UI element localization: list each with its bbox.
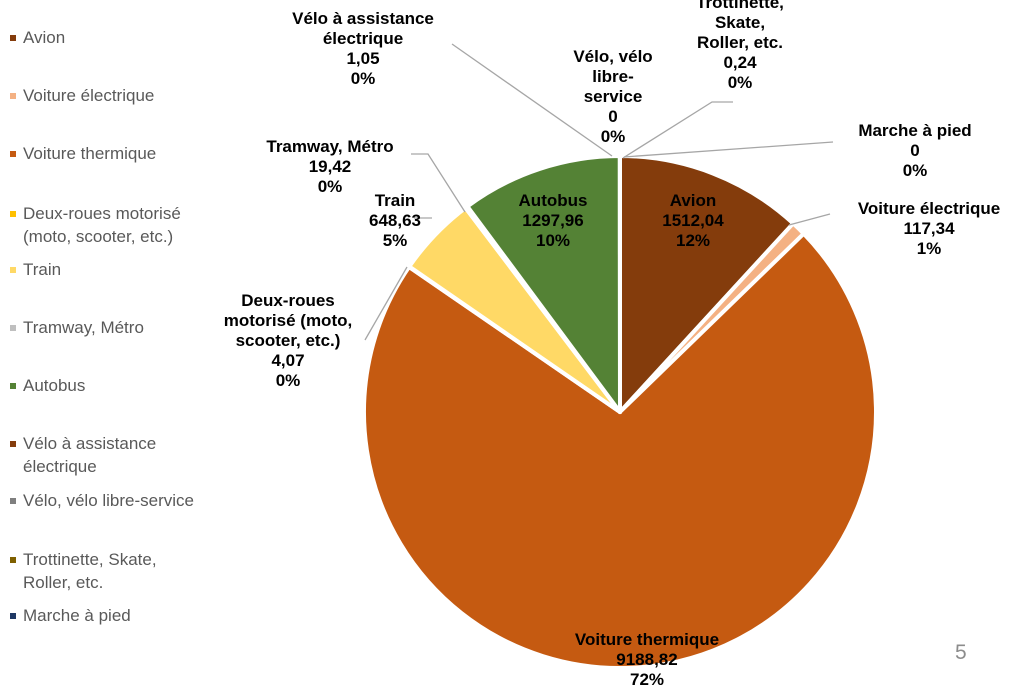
data-label-velo-a-assistance-electrique: Vélo à assistance électrique 1,05 0%	[292, 9, 434, 88]
legend-label: Tramway, Métro	[23, 318, 144, 337]
leader-line-deux-roues	[364, 266, 408, 341]
legend-swatch	[10, 498, 16, 504]
legend-item-deux-roues-motorise-moto-scooter-etc: Deux-roues motorisé (moto, scooter, etc.)	[8, 202, 248, 248]
legend-item-marche-a-pied: Marche à pied	[8, 604, 248, 627]
legend-label: Trottinette, Skate,	[23, 550, 157, 569]
legend-label: Vélo à assistance	[23, 434, 157, 453]
legend-label: Train	[23, 260, 62, 279]
legend-label: Roller, etc.	[23, 573, 104, 592]
legend-label: (moto, scooter, etc.)	[23, 227, 174, 246]
leader-line-velo-assistance	[451, 43, 613, 157]
legend-item-avion: Avion	[8, 26, 248, 49]
legend-swatch	[10, 613, 16, 619]
legend-label: Avion	[23, 28, 66, 47]
legend-swatch	[10, 35, 16, 41]
legend-item-velo-a-assistance-electrique: Vélo à assistance électrique	[8, 432, 248, 478]
legend-item-voiture-electrique: Voiture électrique	[8, 84, 248, 107]
data-label-trottinette-skate-roller-etc: Trottinette, Skate, Roller, etc. 0,24 0%	[696, 0, 784, 92]
legend-label: Autobus	[23, 376, 86, 395]
data-label-velo-velo-libre-service: Vélo, vélo libre-service 0 0%	[573, 47, 652, 146]
data-label-voiture-electrique: Voiture électrique 117,34 1%	[858, 199, 1000, 258]
legend-swatch	[10, 325, 16, 331]
pie-slices	[362, 153, 878, 670]
legend-item-trottinette-skate-roller-etc: Trottinette, Skate, Roller, etc.	[8, 548, 248, 594]
leader-line-trottinette	[622, 101, 733, 159]
slice-labels: Avion 1512,04 12% Voiture électrique 117,34 1…	[224, 0, 1000, 689]
legend-item-voiture-thermique: Voiture thermique	[8, 142, 248, 165]
legend-item-tramway-metro: Tramway, Métro	[8, 316, 248, 339]
legend-swatch	[10, 267, 16, 273]
legend-label: Deux-roues motorisé	[23, 204, 181, 223]
data-label-tramway-metro: Tramway, Métro 19,42 0%	[266, 137, 393, 196]
pie-slice-autobus	[465, 154, 622, 414]
legend-swatch	[10, 557, 16, 563]
data-label-train: Train 648,63 5%	[369, 191, 421, 250]
data-label-avion: Avion 1512,04 12%	[662, 191, 724, 250]
data-label-voiture-thermique: Voiture thermique 9188,82 72%	[575, 630, 719, 689]
legend-label: électrique	[23, 457, 97, 476]
legend-item-velo-velo-libre-service: Vélo, vélo libre-service	[8, 489, 248, 512]
legend-swatch	[10, 441, 16, 447]
page-number: 5	[955, 641, 967, 664]
legend-label: Marche à pied	[23, 606, 131, 625]
legend-swatch	[10, 151, 16, 157]
legend-swatch	[10, 93, 16, 99]
legend-swatch	[10, 383, 16, 389]
leader-lines	[364, 43, 834, 341]
data-label-autobus: Autobus 1297,96 10%	[519, 191, 588, 250]
leader-line-marche-a-pied	[623, 141, 834, 158]
legend-label: Voiture thermique	[23, 144, 157, 163]
data-label-deux-roues-motorise-moto-scooter-etc: Deux-roues motorisé (moto, scooter, etc.) 4…	[224, 291, 352, 390]
legend-swatch	[10, 211, 16, 217]
legend-item-autobus: Autobus	[8, 374, 248, 397]
legend-item-train: Train	[8, 258, 248, 281]
leader-line-tramway-metro	[411, 153, 466, 213]
data-label-marche-a-pied: Marche à pied 0 0%	[858, 121, 971, 180]
legend-label: Voiture électrique	[23, 86, 155, 105]
pie-slice-voiture-thermique	[362, 231, 878, 670]
leader-line-voiture-electrique	[788, 213, 831, 226]
legend-label: Vélo, vélo libre-service	[23, 491, 195, 510]
